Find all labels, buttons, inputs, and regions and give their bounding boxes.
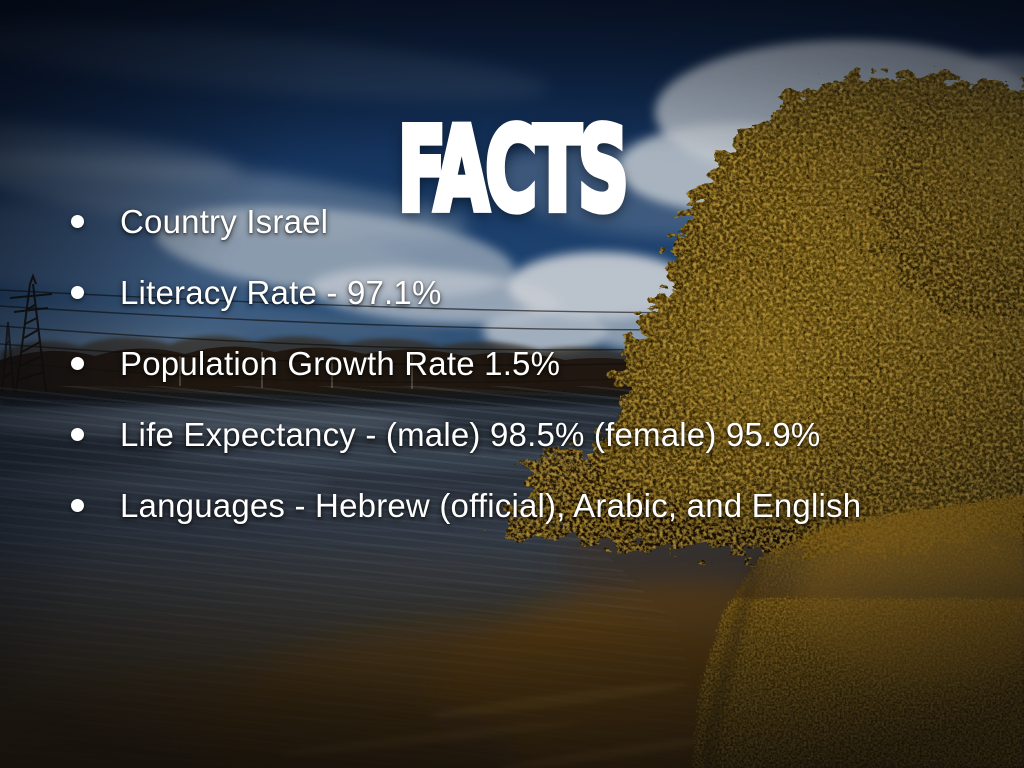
bullet-icon: [71, 357, 84, 370]
bullet-icon: [71, 286, 84, 299]
bullet-text: Languages - Hebrew (official), Arabic, a…: [120, 486, 862, 524]
bullet-item-life-expectancy: Life Expectancy - (male) 98.5% (female) …: [62, 399, 1008, 470]
bullet-text: Country Israel: [120, 202, 329, 240]
bullet-icon: [71, 428, 84, 441]
bullet-list: Country Israel Literacy Rate - 97.1% Pop…: [62, 186, 1008, 541]
bullet-text: Literacy Rate - 97.1%: [120, 273, 442, 311]
bullet-item-population-growth: Population Growth Rate 1.5%: [62, 328, 1008, 399]
bullet-item-country: Country Israel: [62, 186, 1008, 257]
slide-title-text: FACTS: [396, 102, 631, 237]
bullet-item-literacy: Literacy Rate - 97.1%: [62, 257, 1008, 328]
bullet-text: Population Growth Rate 1.5%: [120, 344, 561, 382]
bullet-icon: [71, 499, 84, 512]
slide-title: FACTS: [0, 108, 1024, 231]
bullet-item-languages: Languages - Hebrew (official), Arabic, a…: [62, 470, 1008, 541]
bullet-icon: [71, 215, 84, 228]
bullet-text: Life Expectancy - (male) 98.5% (female) …: [120, 415, 821, 453]
